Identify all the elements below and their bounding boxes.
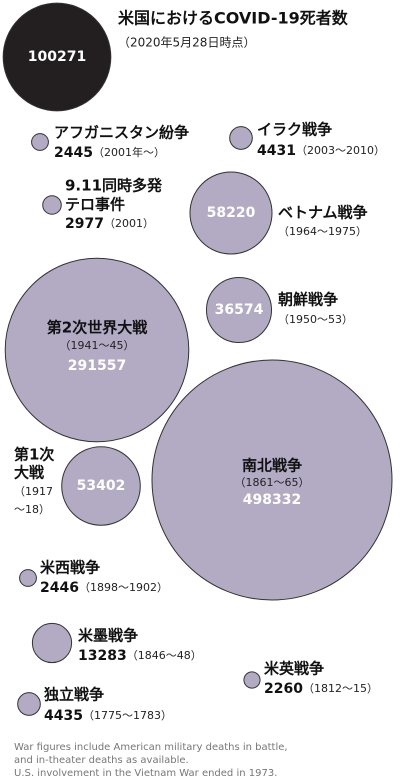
period: （1846～48） — [127, 649, 202, 662]
period: （1964～1975） — [278, 225, 367, 238]
value-label: 58220 — [207, 205, 256, 221]
footnote: War figures include American military de… — [14, 742, 288, 753]
period: （1941～45） — [60, 339, 135, 352]
period: （1775～1783） — [83, 709, 172, 722]
bubble — [61, 446, 141, 526]
period: （2001） — [104, 217, 154, 230]
period: （1917 — [14, 485, 53, 498]
footnote: U.S. involvement in the Vietnam War ende… — [14, 768, 277, 779]
period: （2001年～） — [93, 145, 165, 159]
bubble — [31, 622, 73, 664]
item-name: アフガニスタン紛争 — [54, 124, 189, 142]
chart-subtitle: （2020年5月28日時点） — [118, 36, 255, 50]
value-row: 4435（1775～1783） — [44, 708, 172, 724]
bubble — [229, 126, 253, 150]
bubble — [205, 276, 273, 344]
value-label: 36574 — [215, 302, 264, 318]
item-name: イラク戦争 — [257, 121, 332, 139]
value-label: 13283 — [78, 648, 127, 664]
period: （1861～65） — [235, 476, 310, 489]
period: （1950～53） — [278, 313, 353, 326]
value-label: 2260 — [264, 681, 303, 697]
period: （1898～1902） — [79, 581, 168, 594]
item-name: 大戦 — [14, 464, 45, 482]
bubble — [189, 171, 273, 255]
item-name: 米西戦争 — [40, 559, 100, 577]
value-row: 2445（2001年～） — [54, 145, 165, 161]
value-label: 291557 — [68, 358, 126, 374]
bubble — [243, 671, 261, 689]
value-row: 13283（1846～48） — [78, 648, 202, 664]
bubble — [31, 133, 49, 151]
value-label: 53402 — [77, 478, 126, 494]
value-label: 2977 — [65, 216, 104, 232]
period: （1812～15） — [303, 682, 378, 695]
value-row: 2977（2001） — [65, 216, 154, 232]
bubble — [42, 195, 62, 215]
value-label: 4435 — [44, 708, 83, 724]
bubble — [4, 257, 190, 443]
value-row: 2260（1812～15） — [264, 681, 378, 697]
bubble — [17, 692, 41, 716]
item-name: 南北戦争 — [242, 457, 302, 475]
value-label: 4431 — [257, 143, 296, 159]
bubble — [2, 2, 112, 112]
value-label: 498332 — [243, 492, 301, 508]
value-label: 2445 — [54, 145, 93, 161]
footnote: and in-theater deaths as available. — [14, 755, 189, 766]
item-name: 第2次世界大戦 — [47, 319, 148, 337]
item-name: 米墨戦争 — [78, 627, 138, 645]
item-name: 米英戦争 — [264, 660, 324, 678]
item-name: ベトナム戦争 — [278, 204, 368, 222]
item-name: 9.11同時多発 — [65, 177, 163, 195]
period: （2003～2010） — [296, 144, 385, 157]
item-name: 第1次 — [14, 446, 54, 464]
item-name: テロ事件 — [65, 196, 125, 214]
value-label: 100271 — [28, 49, 86, 65]
chart-title: 米国におけるCOVID-19死者数 — [118, 9, 349, 28]
item-name: 独立戦争 — [44, 686, 104, 704]
bubble — [19, 569, 37, 587]
period: ～18） — [14, 503, 50, 516]
value-row: 2446（1898～1902） — [40, 580, 168, 596]
value-row: 4431（2003～2010） — [257, 143, 385, 159]
value-label: 2446 — [40, 580, 79, 596]
item-name: 朝鮮戦争 — [278, 291, 338, 309]
bubble — [151, 359, 393, 601]
